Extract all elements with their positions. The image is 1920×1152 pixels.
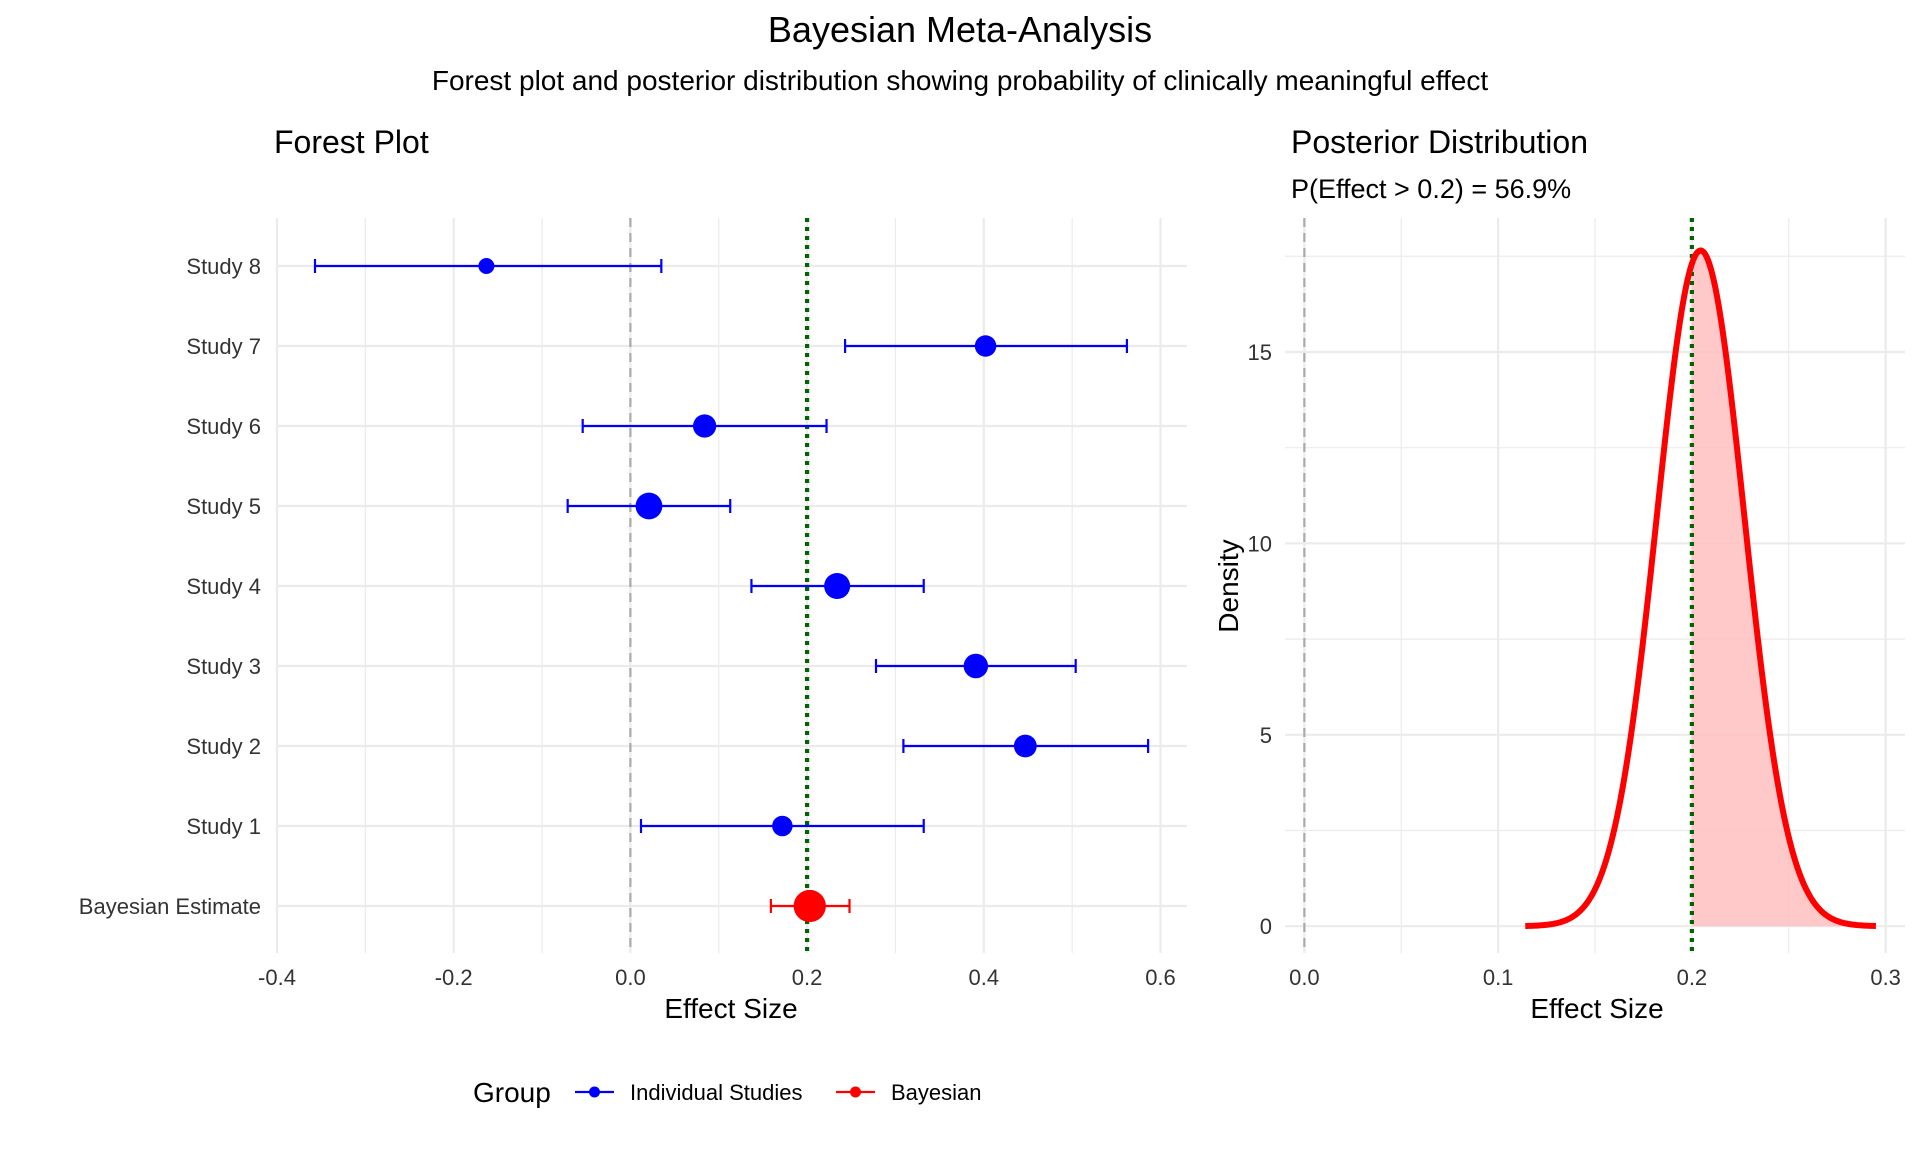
forest-marks [313, 258, 1150, 923]
forest-y-tick-label: Study 3 [186, 654, 261, 679]
forest-x-tick-label: 0.2 [792, 965, 823, 990]
forest-y-tick-label: Study 8 [186, 254, 261, 279]
posterior-area [1691, 250, 1876, 927]
forest-reference-lines [629, 218, 810, 953]
forest-x-tick-label: 0.6 [1145, 965, 1176, 990]
forest-y-tick-label: Study 7 [186, 334, 261, 359]
forest-point-estimate [1013, 734, 1037, 758]
forest-point-estimate [793, 889, 826, 923]
posterior-y-tick-label: 10 [1248, 531, 1272, 556]
forest-y-tick-label: Study 6 [186, 414, 261, 439]
forest-row-mark [581, 414, 828, 438]
main-title: Bayesian Meta-Analysis [768, 9, 1152, 50]
forest-row-mark [750, 572, 925, 600]
forest-y-tick-label: Bayesian Estimate [79, 894, 261, 919]
forest-x-tick-label: -0.2 [435, 965, 473, 990]
forest-row-mark [639, 815, 925, 837]
forest-point-estimate [478, 258, 495, 274]
forest-plot-panel: Forest Plot Study 8 Study 7 Study 6 Study 5… [79, 124, 1187, 1024]
posterior-panel: Posterior Distribution P(Effect > 0.2) =… [1213, 124, 1905, 1024]
posterior-x-tick-label: 0.1 [1483, 965, 1514, 990]
posterior-x-tick-labels: 0.0 0.1 0.2 0.3 [1289, 965, 1901, 990]
legend-item-bayesian: Bayesian [836, 1080, 982, 1105]
posterior-y-tick-labels: 0 5 10 15 [1248, 340, 1272, 939]
posterior-y-axis-title: Density [1213, 539, 1244, 632]
forest-x-tick-label: 0.4 [968, 965, 999, 990]
forest-row-mark [313, 258, 663, 274]
forest-point-estimate [635, 492, 663, 520]
posterior-shaded-region [1691, 250, 1876, 927]
legend-label-bayesian: Bayesian [891, 1080, 982, 1105]
forest-y-tick-label: Study 2 [186, 734, 261, 759]
posterior-title: Posterior Distribution [1291, 124, 1588, 160]
legend-key-individual-point [589, 1086, 600, 1098]
legend-label-individual: Individual Studies [630, 1080, 802, 1105]
forest-y-tick-labels: Study 8 Study 7 Study 6 Study 5 Study 4 Study… [79, 254, 261, 919]
forest-row-mark [566, 492, 732, 520]
posterior-x-tick-label: 0.0 [1289, 965, 1320, 990]
posterior-y-tick-label: 5 [1260, 723, 1272, 748]
forest-row-mark [902, 734, 1150, 758]
legend-title: Group [473, 1077, 551, 1108]
forest-point-estimate [692, 414, 717, 438]
forest-plot-title: Forest Plot [274, 124, 429, 160]
posterior-curve-group [1523, 247, 1878, 929]
forest-point-estimate [772, 815, 793, 837]
forest-x-tick-label: 0.0 [615, 965, 646, 990]
posterior-density-curve [1523, 247, 1878, 929]
forest-row-mark [769, 889, 851, 923]
forest-grid [275, 218, 1187, 953]
posterior-y-tick-label: 15 [1248, 340, 1272, 365]
posterior-x-tick-label: 0.2 [1677, 965, 1708, 990]
legend: Group Individual Studies Bayesian [473, 1077, 982, 1108]
legend-key-bayesian-point [850, 1086, 861, 1098]
forest-point-estimate [974, 335, 997, 357]
forest-x-axis-title: Effect Size [664, 993, 797, 1024]
legend-item-individual: Individual Studies [575, 1080, 802, 1105]
forest-y-tick-label: Study 5 [186, 494, 261, 519]
posterior-x-axis-title: Effect Size [1530, 993, 1663, 1024]
forest-row-mark [874, 653, 1077, 679]
forest-point-estimate [824, 572, 851, 600]
posterior-grid [1285, 218, 1905, 953]
forest-row-mark [843, 335, 1129, 357]
forest-x-tick-labels: -0.4 -0.2 0.0 0.2 0.4 0.6 [258, 965, 1176, 990]
forest-y-tick-label: Study 1 [186, 814, 261, 839]
posterior-y-tick-label: 0 [1260, 914, 1272, 939]
posterior-reference-lines [1303, 218, 1694, 953]
forest-y-tick-label: Study 4 [186, 574, 261, 599]
posterior-x-tick-label: 0.3 [1870, 965, 1901, 990]
posterior-subtitle: P(Effect > 0.2) = 56.9% [1291, 174, 1571, 204]
forest-x-tick-label: -0.4 [258, 965, 296, 990]
main-subtitle: Forest plot and posterior distribution s… [432, 65, 1488, 96]
forest-point-estimate [963, 653, 989, 679]
